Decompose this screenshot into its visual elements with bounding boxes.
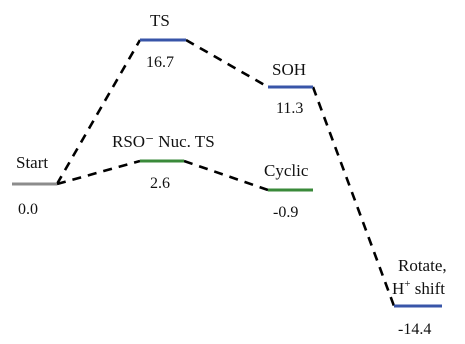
label-rso-ts: RSO⁻ Nuc. TS	[112, 132, 215, 151]
energy-start: 0.0	[18, 201, 38, 218]
energy-rotate: -14.4	[398, 321, 431, 338]
label-ts: TS	[150, 11, 170, 30]
connector-start-to-rso-ts	[56, 159, 141, 186]
energy-cyclic: -0.9	[273, 204, 298, 221]
energy-ts: 16.7	[146, 54, 174, 71]
connector-start-to-ts	[55, 39, 142, 185]
label-rotate-line1: Rotate,	[398, 256, 447, 275]
label-soh: SOH	[272, 60, 306, 79]
connector-rso-ts-to-cyclic	[183, 159, 269, 192]
label-rotate-shift: shift	[411, 279, 446, 298]
label-rotate-line2: H+ shift	[392, 278, 445, 298]
energy-soh: 11.3	[276, 100, 303, 117]
label-rotate-plus: +	[404, 278, 410, 290]
connector-ts-to-soh	[185, 38, 269, 89]
label-rotate-h: H	[392, 279, 404, 298]
label-cyclic: Cyclic	[264, 161, 309, 180]
energy-rso-ts: 2.6	[150, 175, 170, 192]
label-start: Start	[16, 153, 48, 172]
connector-soh-to-rotate	[311, 86, 396, 307]
